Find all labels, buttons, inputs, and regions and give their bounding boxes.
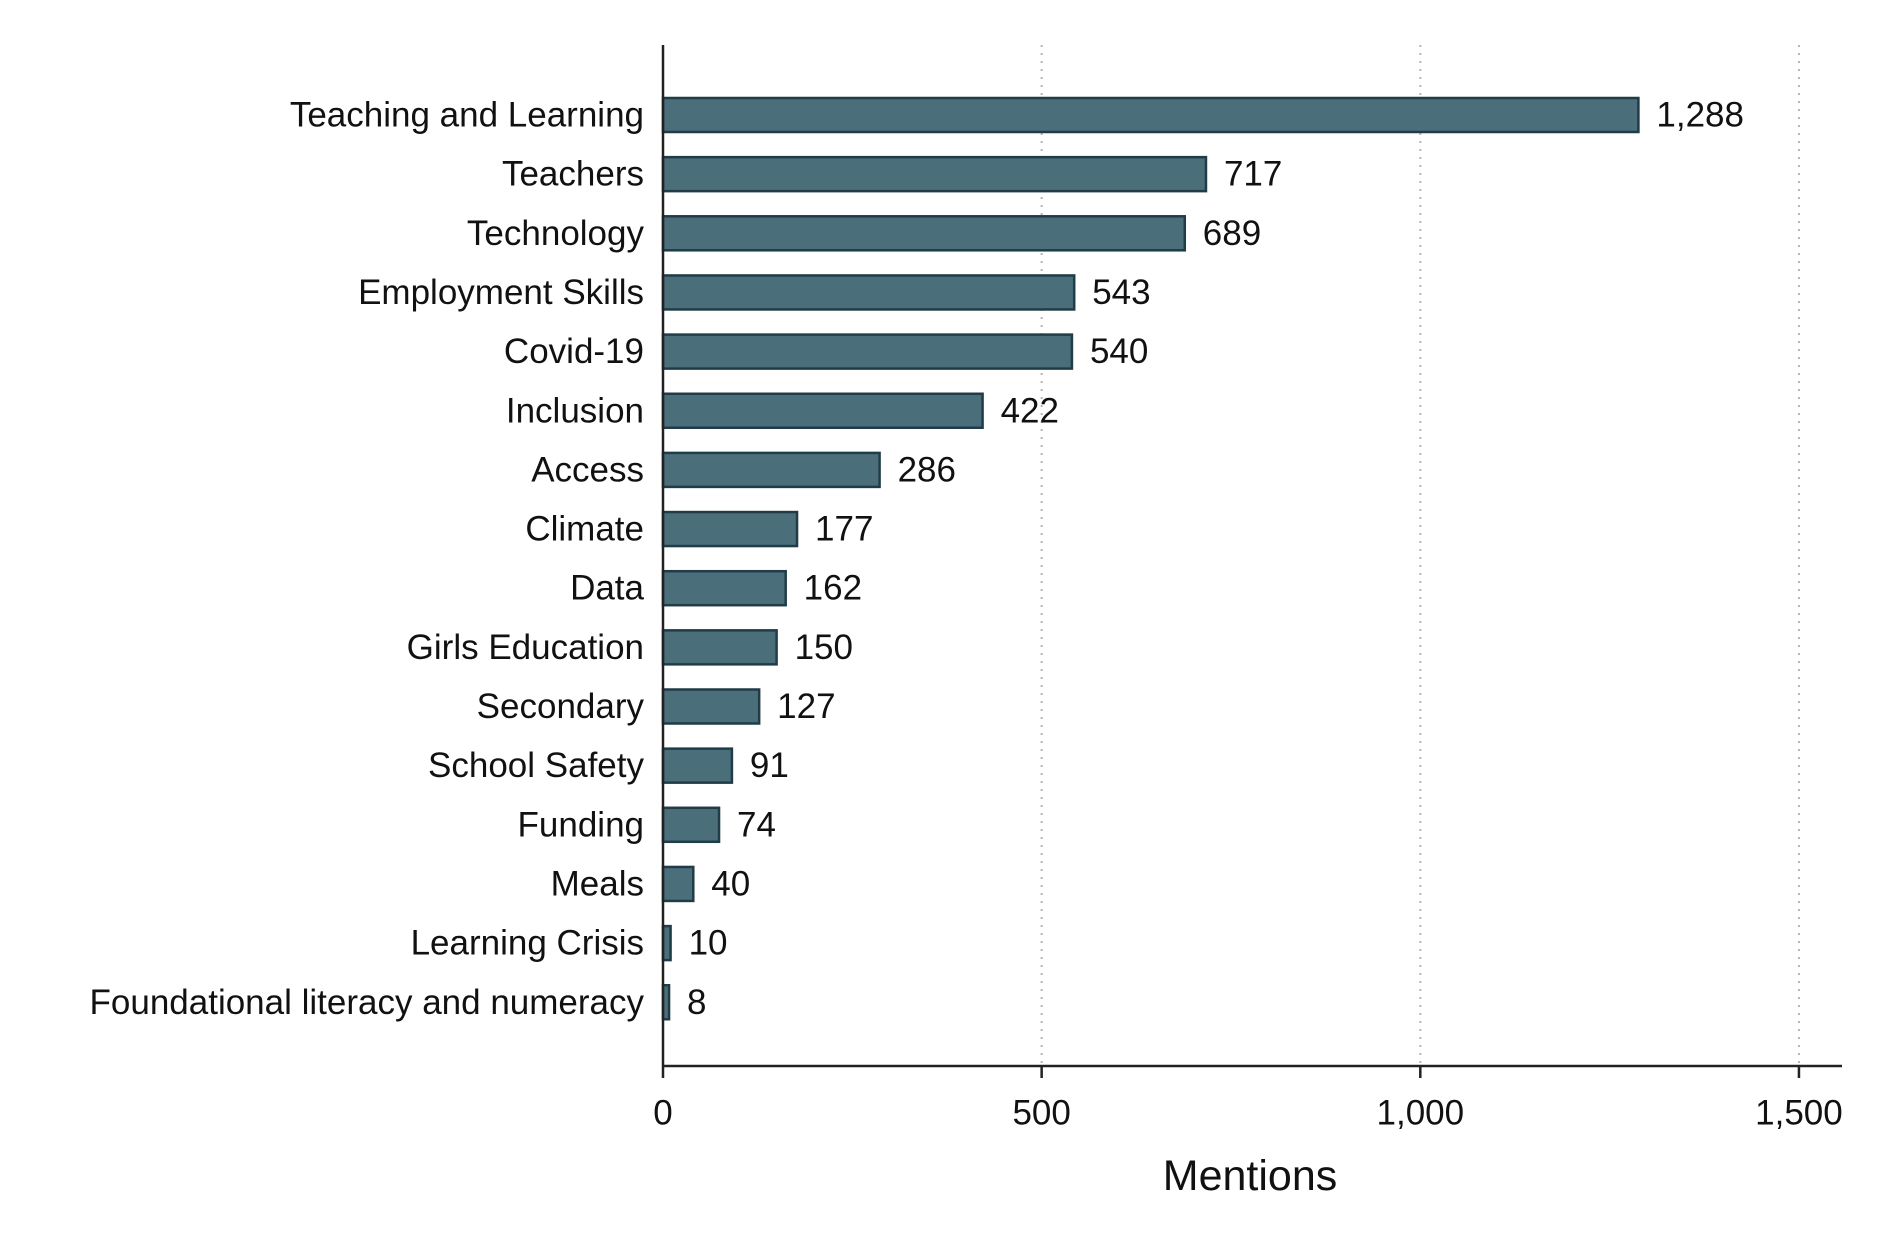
bar <box>661 155 1208 193</box>
category-label: Funding <box>518 805 644 844</box>
bar <box>661 451 881 489</box>
bar <box>661 688 761 725</box>
category-label: Girls Education <box>407 628 644 667</box>
bar <box>661 747 734 784</box>
category-label: Climate <box>525 510 644 549</box>
value-label: 177 <box>815 510 873 549</box>
category-label: Employment Skills <box>358 273 644 312</box>
x-axis-ticks: 0 500 1,000 1,500 <box>653 1066 1843 1133</box>
category-label: Data <box>570 569 644 608</box>
value-label: 91 <box>750 746 789 785</box>
category-label: Teaching and Learning <box>290 96 644 135</box>
x-tick-label: 1,500 <box>1755 1094 1843 1133</box>
bar <box>661 569 787 607</box>
value-label: 1,288 <box>1656 96 1744 135</box>
value-label: 127 <box>777 687 835 726</box>
category-label: Covid-19 <box>504 332 644 371</box>
bar <box>661 865 695 903</box>
category-label: Inclusion <box>506 391 644 430</box>
bar <box>661 333 1074 370</box>
value-label: 689 <box>1203 214 1261 253</box>
gridlines <box>1040 45 1800 1066</box>
bar <box>661 96 1640 134</box>
category-label: Learning Crisis <box>411 924 644 963</box>
bars <box>661 96 1640 1021</box>
value-label: 8 <box>687 983 706 1022</box>
value-label: 162 <box>804 569 862 608</box>
category-label: Secondary <box>477 687 645 726</box>
value-label: 74 <box>737 805 776 844</box>
bar <box>661 510 799 548</box>
value-label: 286 <box>898 450 956 489</box>
x-axis-title: Mentions <box>1163 1152 1337 1200</box>
category-label: School Safety <box>428 746 644 785</box>
value-label: 540 <box>1090 332 1148 371</box>
category-label: Foundational literacy and numeracy <box>90 983 645 1022</box>
value-label: 422 <box>1001 391 1059 430</box>
category-labels: Teaching and Learning Teachers Technology E… <box>90 96 645 1022</box>
value-label: 543 <box>1092 273 1150 312</box>
bar <box>661 392 984 429</box>
category-label: Access <box>531 450 644 489</box>
bar <box>661 806 721 844</box>
value-label: 150 <box>795 628 853 667</box>
x-tick-label: 500 <box>1012 1094 1070 1133</box>
value-label: 10 <box>689 924 728 963</box>
category-label: Meals <box>551 864 644 903</box>
value-label: 40 <box>711 864 750 903</box>
category-label: Teachers <box>502 155 644 194</box>
bar <box>661 629 778 666</box>
bar <box>661 274 1076 311</box>
value-label: 717 <box>1224 155 1282 194</box>
x-tick-label: 1,000 <box>1377 1094 1465 1133</box>
category-label: Technology <box>467 214 645 253</box>
bar <box>661 215 1187 252</box>
value-labels: 1,288 717 689 543 540 422 286 177 162 150 127 91 74 4… <box>687 96 1744 1022</box>
x-tick-label: 0 <box>653 1094 672 1133</box>
